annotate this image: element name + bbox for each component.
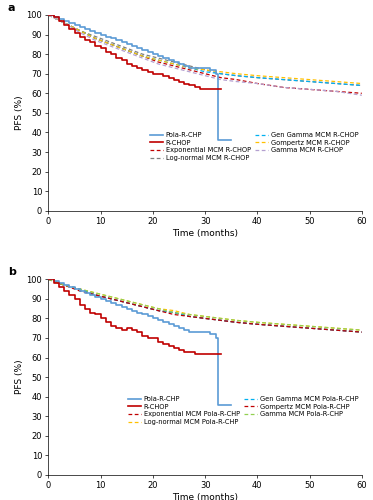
Legend: Pola-R-CHP, R-CHOP, Exponential MCM Pola-R-CHP, Log-normal MCM Pola-R-CHP, Gen G: Pola-R-CHP, R-CHOP, Exponential MCM Pola… bbox=[128, 396, 358, 425]
X-axis label: Time (months): Time (months) bbox=[172, 493, 238, 500]
Text: b: b bbox=[8, 268, 16, 278]
Legend: Pola-R-CHP, R-CHOP, Exponential MCM R-CHOP, Log-normal MCM R-CHOP, Gen Gamma MCM: Pola-R-CHP, R-CHOP, Exponential MCM R-CH… bbox=[150, 132, 358, 161]
X-axis label: Time (months): Time (months) bbox=[172, 229, 238, 238]
Y-axis label: PFS (%): PFS (%) bbox=[15, 96, 24, 130]
Text: a: a bbox=[8, 3, 15, 13]
Y-axis label: PFS (%): PFS (%) bbox=[15, 360, 24, 394]
